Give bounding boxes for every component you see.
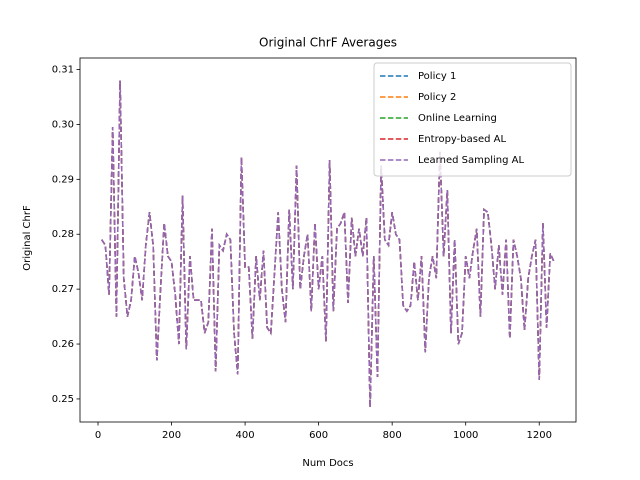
y-tick-label: 0.25 bbox=[52, 394, 74, 405]
x-tick-label: 200 bbox=[162, 430, 181, 441]
x-tick-label: 0 bbox=[95, 430, 101, 441]
legend-label: Online Learning bbox=[418, 113, 497, 124]
y-tick-label: 0.31 bbox=[52, 65, 74, 76]
y-tick-label: 0.29 bbox=[52, 174, 74, 185]
y-axis-label: Original ChrF bbox=[22, 205, 33, 271]
x-tick-label: 600 bbox=[309, 430, 328, 441]
legend-label: Learned Sampling AL bbox=[418, 155, 524, 166]
x-tick-label: 1000 bbox=[453, 430, 478, 441]
y-tick-label: 0.28 bbox=[52, 229, 74, 240]
legend-box bbox=[373, 62, 572, 177]
x-tick-label: 400 bbox=[236, 430, 255, 441]
y-tick-label: 0.27 bbox=[52, 284, 74, 295]
legend-label: Policy 1 bbox=[418, 71, 456, 82]
x-tick-label: 1200 bbox=[527, 430, 552, 441]
legend-label: Policy 2 bbox=[418, 92, 456, 103]
y-tick-label: 0.30 bbox=[52, 119, 74, 130]
plot-frame bbox=[79, 57, 577, 423]
legend-label: Entropy-based AL bbox=[418, 134, 506, 145]
x-tick-label: 800 bbox=[383, 430, 402, 441]
x-axis-label: Num Docs bbox=[302, 458, 353, 469]
y-tick-label: 0.26 bbox=[52, 339, 74, 350]
chart-title: Original ChrF Averages bbox=[259, 36, 397, 50]
series-line bbox=[101, 80, 555, 408]
